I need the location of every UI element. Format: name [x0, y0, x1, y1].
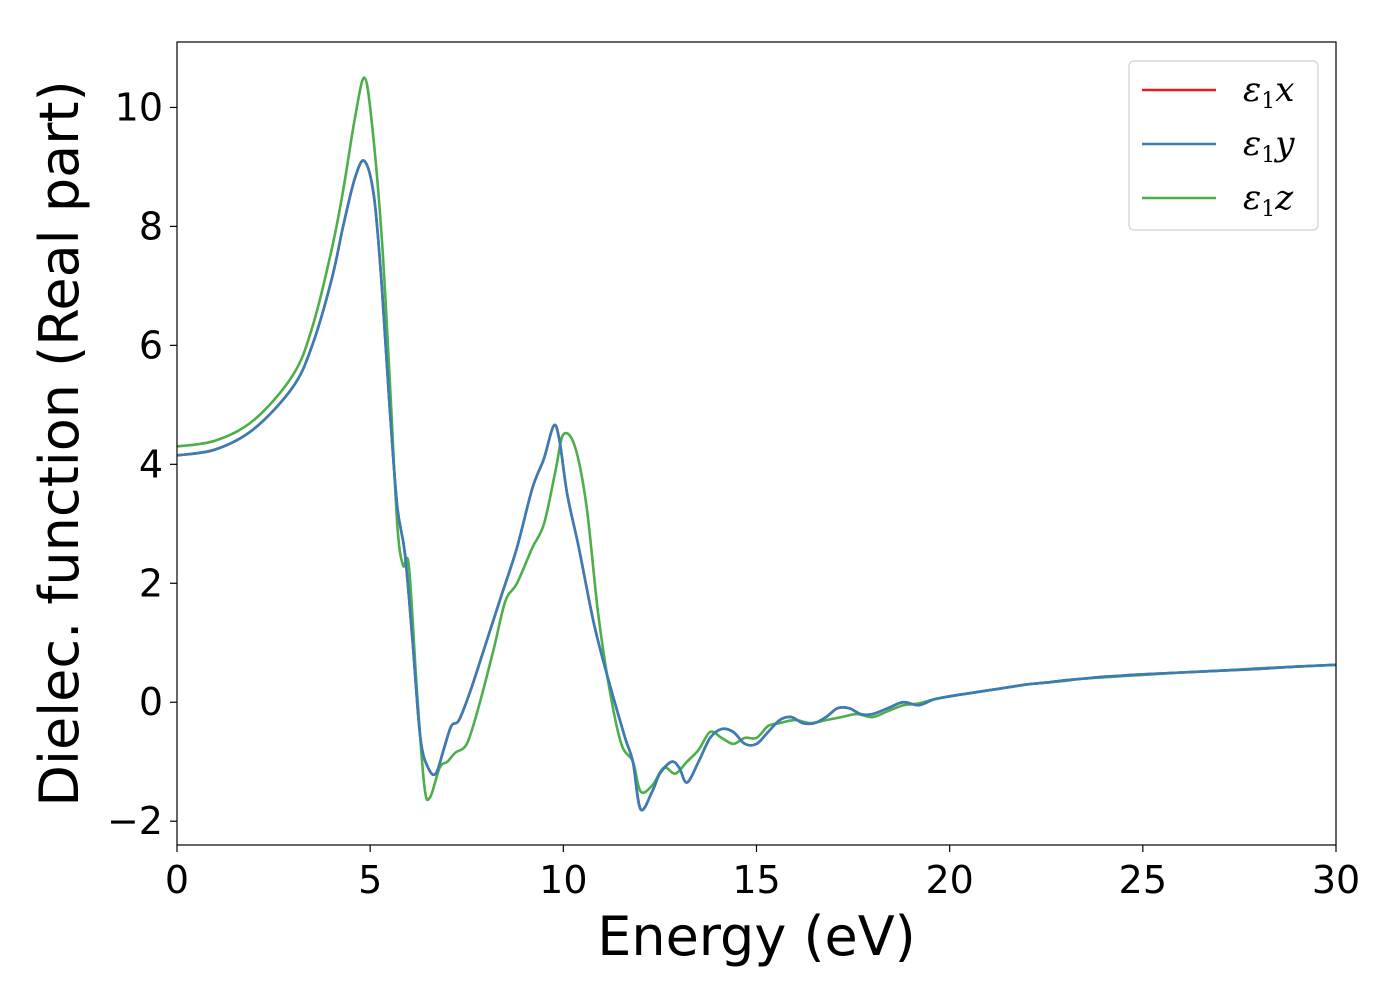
x-axis-ticks: 0 5 10 15 20 25 30 [165, 845, 1360, 902]
x-tick-label: 25 [1119, 858, 1167, 902]
x-tick-label: 5 [358, 858, 382, 902]
legend-label: ε1z [1243, 178, 1294, 222]
y-axis-label: Dielec. function (Real part) [28, 80, 91, 806]
series-line-2 [177, 159, 1336, 812]
x-tick-label: 15 [732, 858, 780, 902]
x-tick-label: 10 [539, 858, 587, 902]
x-tick-label: 30 [1312, 858, 1360, 902]
y-tick-label: 6 [139, 323, 163, 367]
y-tick-label: 4 [139, 442, 163, 486]
y-tick-label: 8 [139, 204, 163, 248]
x-tick-label: 0 [165, 858, 189, 902]
legend-frame [1128, 60, 1319, 231]
y-tick-label: 10 [115, 85, 163, 129]
legend-label: ε1x [1243, 70, 1294, 114]
x-tick-label: 20 [925, 858, 973, 902]
y-axis-ticks: −2 0 2 4 6 8 10 [107, 85, 177, 843]
series-line-1 [177, 159, 1336, 812]
legend-label: ε1y [1243, 124, 1295, 168]
x-axis-label: Energy (eV) [597, 905, 916, 968]
legend: ε1x ε1y ε1z [1128, 60, 1319, 231]
y-tick-label: 0 [139, 680, 163, 724]
y-tick-label: −2 [107, 799, 163, 843]
series-layer [177, 76, 1336, 812]
y-tick-label: 2 [139, 561, 163, 605]
